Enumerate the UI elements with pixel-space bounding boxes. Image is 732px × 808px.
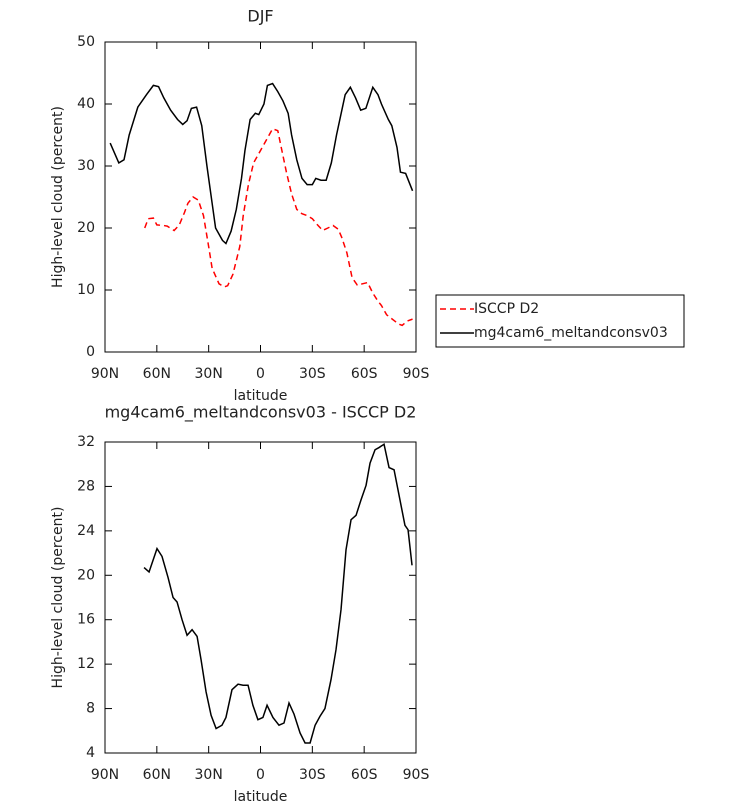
x-tick-label: 90N — [91, 366, 119, 382]
legend-label: ISCCP D2 — [474, 301, 539, 317]
y-tick-label: 4 — [86, 745, 95, 761]
y-tick-label: 24 — [77, 523, 95, 539]
y-tick-label: 30 — [77, 158, 95, 174]
chart-title: mg4cam6_meltandconsv03 - ISCCP D2 — [105, 403, 417, 423]
x-tick-label: 90N — [91, 767, 119, 783]
plot-frame — [104, 441, 417, 754]
y-tick-label: 20 — [77, 220, 95, 236]
y-tick-label: 12 — [77, 656, 95, 672]
y-tick-label: 20 — [77, 567, 95, 583]
x-tick-label: 60N — [143, 767, 171, 783]
x-tick-label: 90S — [403, 366, 430, 382]
x-tick-label: 60S — [351, 366, 378, 382]
x-tick-label: 30N — [195, 366, 223, 382]
x-tick-label: 60S — [351, 767, 378, 783]
y-axis-label: High-level cloud (percent) — [50, 507, 66, 689]
x-tick-label: 30S — [299, 366, 326, 382]
data-line — [109, 82, 414, 245]
legend-box — [435, 294, 685, 348]
y-tick-label: 8 — [86, 701, 95, 717]
x-tick-label: 60N — [143, 366, 171, 382]
x-axis-label: latitude — [234, 388, 288, 404]
y-tick-label: 10 — [77, 282, 95, 298]
data-line — [143, 442, 413, 744]
data-line — [144, 127, 413, 327]
legend-label: mg4cam6_meltandconsv03 — [474, 325, 668, 341]
y-axis-label: High-level cloud (percent) — [50, 106, 66, 288]
y-tick-label: 16 — [77, 612, 95, 628]
y-tick-label: 0 — [86, 344, 95, 360]
y-tick-label: 50 — [77, 34, 95, 50]
x-tick-label: 0 — [256, 767, 265, 783]
x-tick-label: 30N — [195, 767, 223, 783]
y-tick-label: 28 — [77, 478, 95, 494]
chart-title: DJF — [247, 7, 273, 26]
x-tick-label: 30S — [299, 767, 326, 783]
x-tick-label: 0 — [256, 366, 265, 382]
x-tick-label: 90S — [403, 767, 430, 783]
y-tick-label: 40 — [77, 96, 95, 112]
y-tick-label: 32 — [77, 434, 95, 450]
x-axis-label: latitude — [234, 789, 288, 805]
